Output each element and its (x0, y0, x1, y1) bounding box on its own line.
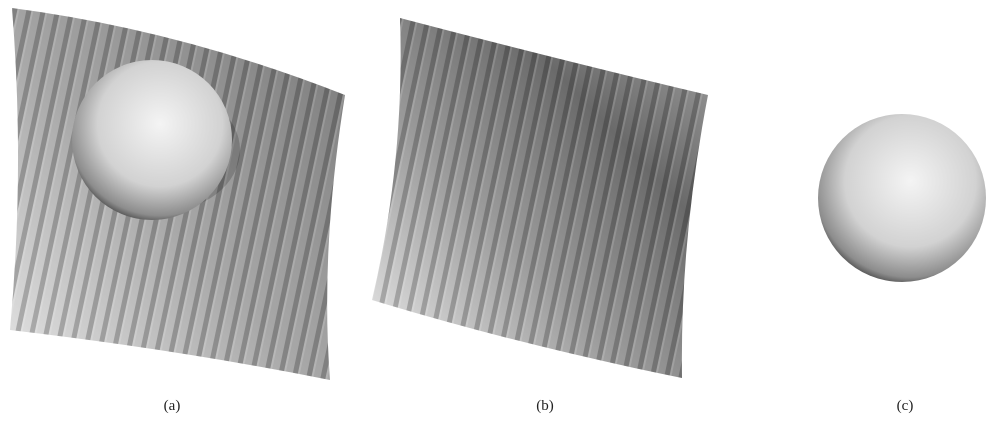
caption: (c) (897, 398, 914, 414)
panel-c (818, 114, 986, 282)
caption: (b) (536, 398, 554, 414)
surface-texture (372, 18, 708, 378)
panel-b (372, 18, 708, 378)
figure: (a) (b) (c) (0, 0, 992, 423)
page: (a) (b) (c) (() => { const data = JSON.p… (0, 0, 992, 423)
sphere (72, 60, 232, 220)
caption: (a) (164, 398, 181, 414)
sphere (818, 114, 986, 282)
panel-a (10, 8, 345, 380)
